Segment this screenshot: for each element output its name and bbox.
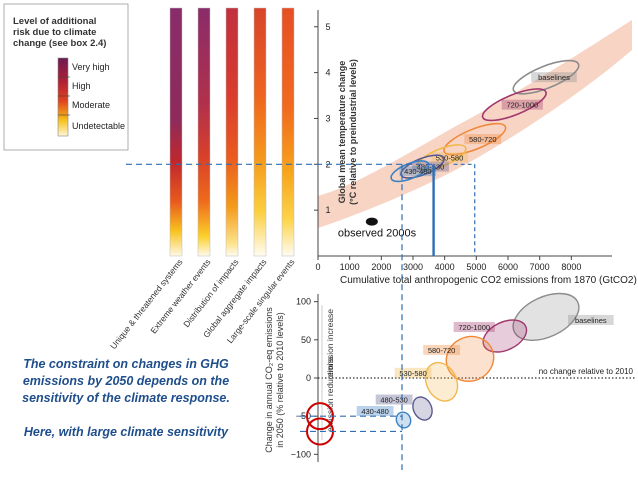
top-scenario-tag xyxy=(399,166,437,177)
observed-marker xyxy=(365,217,378,226)
bottom-scenario-ellipse xyxy=(412,396,433,421)
top-x-tick-label: 2000 xyxy=(371,262,391,272)
caption-line-1: The constraint on changes in GHG emissio… xyxy=(22,357,230,405)
observed-label: observed 2000s xyxy=(338,228,417,240)
bottom-scenario-ellipse xyxy=(482,319,528,353)
legend-title-line-1: Level of additional xyxy=(13,16,96,27)
guide-lines xyxy=(126,163,476,470)
top-xlabel: Cumulative total anthropogenic CO2 emiss… xyxy=(340,275,637,286)
top-scenario-label: 530-580 xyxy=(436,153,464,162)
legend-title-line-3: change (see box 2.4) xyxy=(13,38,106,49)
bottom-y-tick-label: 50 xyxy=(301,335,311,345)
reasons-for-concern-bars xyxy=(169,7,295,257)
bottom-scenario-ellipse xyxy=(395,411,412,429)
bottom-scenario-ellipse xyxy=(424,361,459,402)
caption-line-2: Here, with large climate sensitivity xyxy=(23,425,229,439)
risk-bar-unique-systems xyxy=(169,7,183,257)
top-scenario-tag xyxy=(464,134,502,145)
top-scenario-tag xyxy=(431,152,468,163)
bottom-scenario-ellipse xyxy=(445,335,495,382)
bottom-ylabel-line-2: in 2050 (% relative to 2010 levels) xyxy=(275,312,285,448)
top-x-tick-label: 5000 xyxy=(466,262,486,272)
top-y-tick-label: 3 xyxy=(325,113,330,123)
emission-increase-label: emission increase xyxy=(325,309,335,377)
bottom-ylabel-line-1: Change in annual CO₂-eq emissions xyxy=(264,307,274,453)
bottom-scenario-tag xyxy=(568,314,614,325)
legend-color-scale xyxy=(57,57,69,137)
bottom-scenario-tag xyxy=(453,322,495,332)
top-y-tick-label: 4 xyxy=(325,68,330,78)
top-scenario-ellipse xyxy=(443,122,507,156)
top-x-tick-label: 4000 xyxy=(435,262,455,272)
bottom-scenario-label: 720-1000 xyxy=(458,323,490,332)
legend-level-undetectable: Undetectable xyxy=(72,121,125,131)
top-x-tick-label: 7000 xyxy=(530,262,550,272)
bottom-scenario-tag xyxy=(394,367,432,378)
bottom-scenario-label: baselines xyxy=(575,316,607,325)
top-scenario-tag xyxy=(412,161,449,172)
top-x-tick-label: 8000 xyxy=(561,262,581,272)
bottom-scenario-tag xyxy=(375,394,413,405)
risk-bar-global-aggregate xyxy=(253,7,267,257)
top-scenario-ellipse xyxy=(512,59,580,95)
top-y-tick-label: 5 xyxy=(325,22,330,32)
bottom-scenario-label: 580-720 xyxy=(428,346,456,355)
top-scenario-label: baselines xyxy=(538,73,570,82)
risk-bar-distribution xyxy=(225,7,239,257)
emission-reductions-label: emission reductions xyxy=(325,357,335,432)
top-scenario-tag xyxy=(531,72,577,83)
bottom-scenario-ellipse xyxy=(512,292,580,342)
bottom-scenario-tag xyxy=(423,344,460,355)
bottom-scenario-tag xyxy=(356,406,394,416)
legend-title-line-2: risk due to climate xyxy=(13,27,96,38)
top-ylabel-line-1: Global mean temperature change xyxy=(337,61,347,204)
caption: The constraint on changes in GHG emissio… xyxy=(6,356,246,441)
bottom-scenario-label: 530-580 xyxy=(399,369,427,378)
risk-bar-extreme-weather xyxy=(197,7,211,257)
bottom-chart: no change relative to 2010 100500−50−100… xyxy=(264,292,636,462)
risk-bar-singular-events xyxy=(281,7,295,257)
legend-level-very-high: Very high xyxy=(72,62,110,72)
top-scenario-label: 580-720 xyxy=(469,135,497,144)
bottom-scenario-label: 480-530 xyxy=(380,396,408,405)
top-x-tick-label: 0 xyxy=(315,262,320,272)
bottom-y-tick-label: 0 xyxy=(306,373,311,383)
top-scenario-tag xyxy=(501,99,543,110)
legend-level-high: High xyxy=(72,81,91,91)
bottom-scenario-label: 430-480 xyxy=(361,407,389,416)
top-x-tick-label: 1000 xyxy=(340,262,360,272)
top-y-tick-label: 1 xyxy=(325,205,330,215)
top-scenario-ellipse xyxy=(400,154,445,179)
top-ylabel-line-2: (°C relative to preindustrial levels) xyxy=(348,59,358,205)
uncertainty-plume xyxy=(318,20,632,228)
bottom-y-tick-label: −100 xyxy=(291,449,311,459)
top-x-tick-label: 6000 xyxy=(498,262,518,272)
top-scenario-ellipse xyxy=(481,88,547,122)
legend-level-moderate: Moderate xyxy=(72,100,110,110)
top-scenario-label: 720-1000 xyxy=(506,101,538,110)
top-scenario-label: 430-480 xyxy=(404,167,432,176)
bottom-y-tick-label: 100 xyxy=(296,297,311,307)
top-x-tick-label: 3000 xyxy=(403,262,423,272)
risk-legend: Level of additional risk due to climate … xyxy=(3,3,129,151)
zero-line-label: no change relative to 2010 xyxy=(539,367,634,376)
top-scenario-ellipse xyxy=(416,144,467,171)
top-scenario-label: 480-530 xyxy=(417,163,445,172)
